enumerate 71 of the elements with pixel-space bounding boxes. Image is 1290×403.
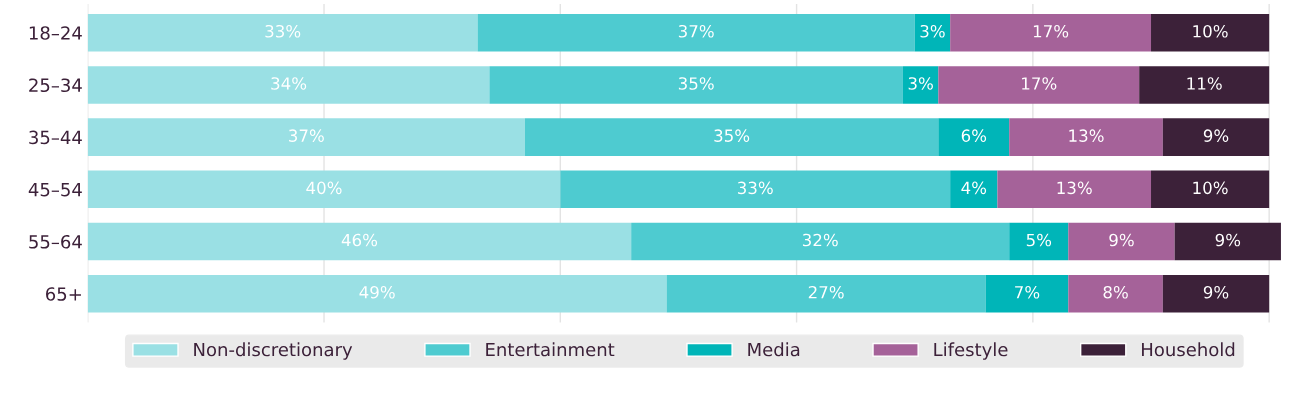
bar — [914, 13, 951, 52]
data-label: 33% — [265, 24, 301, 38]
data-label: 8% — [1103, 285, 1128, 299]
bar — [1162, 118, 1270, 156]
data-label: 34% — [271, 77, 307, 90]
data-label: 37% — [289, 129, 324, 142]
bar — [1068, 274, 1163, 313]
data-label: 3% — [920, 24, 945, 38]
bar — [1151, 170, 1270, 209]
data-label: 9% — [1203, 129, 1229, 142]
y-tick-label: 35–44 — [29, 130, 82, 145]
data-label: 13% — [1057, 181, 1092, 195]
bar — [1174, 222, 1281, 261]
data-label: 35% — [678, 77, 714, 90]
bar — [87, 222, 632, 261]
legend-label: Lifestyle — [934, 342, 1008, 360]
bar — [87, 118, 525, 156]
bar — [997, 170, 1152, 209]
data-label: 10% — [1193, 181, 1228, 195]
data-label: 27% — [808, 285, 844, 299]
bar — [87, 13, 478, 52]
y-tick-label: 18–24 — [29, 26, 82, 40]
data-label: 32% — [802, 233, 838, 247]
bar — [1009, 222, 1069, 261]
data-label: 9% — [1109, 233, 1134, 247]
bar — [938, 118, 1010, 156]
y-tick-label: 25–34 — [29, 78, 82, 93]
bar — [524, 118, 939, 156]
bar — [87, 274, 667, 313]
bar — [631, 222, 1010, 261]
data-label: 4% — [961, 181, 987, 195]
data-label: 10% — [1193, 24, 1228, 38]
data-label: 11% — [1187, 77, 1222, 90]
data-label: 13% — [1069, 129, 1104, 142]
bar — [950, 13, 1152, 52]
legend-label: Media — [748, 342, 800, 357]
bar — [1151, 13, 1270, 52]
bar — [950, 170, 998, 209]
y-tick-label: 45–54 — [28, 183, 82, 197]
data-label: 46% — [341, 233, 378, 247]
data-label: 17% — [1022, 77, 1057, 90]
data-label: 6% — [961, 129, 987, 142]
data-label: 17% — [1033, 24, 1069, 38]
bar — [1009, 118, 1163, 156]
bar — [938, 66, 1140, 104]
bar — [87, 170, 561, 209]
bar — [489, 66, 903, 104]
data-label: 9% — [1215, 233, 1241, 247]
bar — [1162, 274, 1270, 313]
bar — [560, 170, 951, 209]
y-tick-label: 55–64 — [29, 234, 82, 249]
data-label: 9% — [1203, 285, 1229, 299]
bar — [666, 274, 986, 313]
bar — [87, 66, 490, 104]
data-label: 3% — [908, 77, 933, 90]
data-label: 7% — [1015, 285, 1040, 299]
bar — [477, 13, 915, 52]
bar — [902, 66, 939, 104]
data-label: 35% — [714, 129, 750, 142]
legend-label: Entertainment — [486, 342, 615, 357]
y-tick-label: 65+ — [46, 287, 81, 301]
bar — [1068, 222, 1175, 261]
data-label: 49% — [359, 285, 395, 299]
data-label: 40% — [306, 181, 342, 195]
data-label: 33% — [737, 181, 773, 195]
legend-label: Household — [1142, 342, 1235, 357]
data-label: 37% — [678, 24, 714, 38]
data-label: 5% — [1026, 233, 1052, 247]
legend-label: Non-discretionary — [194, 342, 353, 360]
bar — [985, 274, 1069, 313]
bar — [1139, 66, 1270, 104]
